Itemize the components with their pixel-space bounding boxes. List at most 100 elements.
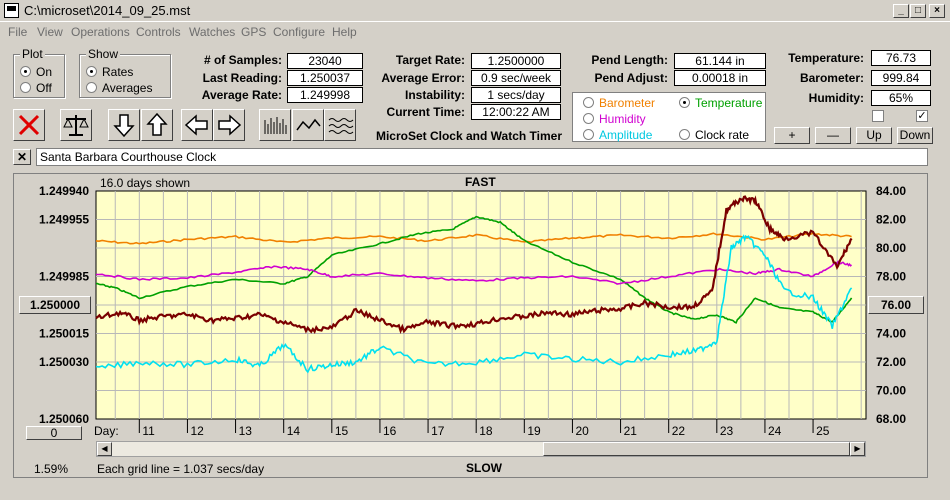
show-group: Show Rates Averages	[79, 47, 171, 98]
day-tick-label: 13	[239, 424, 253, 438]
amplitude-series-line	[95, 234, 853, 374]
menu-view[interactable]: View	[37, 25, 63, 39]
right-tick-label: 74.00	[876, 327, 906, 341]
show-rates-radio[interactable]: Rates	[86, 65, 133, 79]
bar-graph-icon	[264, 117, 287, 134]
average-error-label: Average Error:	[381, 71, 465, 85]
plot-off-radio[interactable]: Off	[20, 81, 52, 95]
samples-value: 23040	[287, 53, 363, 69]
show-averages-radio[interactable]: Averages	[86, 81, 152, 95]
menu-file[interactable]: File	[8, 25, 28, 39]
current-time-value: 12:00:22 AM	[471, 104, 561, 120]
overlay-clockrate-radio[interactable]: Clock rate	[679, 128, 749, 142]
clock-name-input[interactable]: Santa Barbara Courthouse Clock	[36, 148, 928, 166]
day-tick-label: 15	[335, 424, 349, 438]
menu-bar: File View Operations Controls Watches GP…	[0, 22, 950, 42]
arrow-left-button[interactable]	[181, 109, 213, 141]
wave-icon	[328, 118, 354, 134]
close-window-button[interactable]: ×	[929, 4, 945, 18]
maximize-button[interactable]: □	[910, 4, 926, 18]
barometer-series-line	[95, 232, 852, 245]
offset-button[interactable]: 0	[26, 426, 82, 440]
clear-button[interactable]	[13, 109, 45, 141]
wave-view-button[interactable]	[324, 109, 356, 141]
fast-label: FAST	[465, 175, 496, 189]
menu-watches[interactable]: Watches	[189, 25, 236, 39]
overlay-barometer-radio[interactable]: Barometer	[583, 96, 655, 110]
right-value-box[interactable]: 76.00	[868, 296, 924, 314]
target-rate-value[interactable]: 1.2500000	[471, 53, 561, 69]
day-tick-label: 14	[287, 424, 301, 438]
left-tick-label: 1.249985	[39, 270, 89, 284]
scroll-thumb[interactable]	[543, 442, 850, 456]
minimize-button[interactable]: _	[893, 4, 909, 18]
day-tick-label: 22	[672, 424, 686, 438]
barometer-value: 999.84	[871, 70, 931, 86]
last-reading-label: Last Reading:	[202, 71, 282, 85]
day-tick-label: 12	[190, 424, 204, 438]
menu-controls[interactable]: Controls	[136, 25, 181, 39]
day-tick-label: 11	[142, 424, 155, 438]
arrow-left-icon	[184, 114, 208, 136]
chart-scrollbar[interactable]: ◀ ▶	[96, 441, 866, 457]
left-tick-label: 1.250060	[39, 412, 89, 426]
scale-plus-button[interactable]: +	[774, 127, 810, 144]
menu-operations[interactable]: Operations	[71, 25, 130, 39]
menu-configure[interactable]: Configure	[273, 25, 326, 39]
right-tick-label: 70.00	[876, 384, 906, 398]
barometer-label: Barometer:	[799, 71, 864, 85]
day-tick-label: 19	[527, 424, 541, 438]
option-checkbox-2[interactable]: ✓	[916, 110, 928, 122]
temperature-value: 76.73	[871, 50, 931, 66]
scroll-left-arrow[interactable]: ◀	[97, 442, 112, 456]
target-rate-label: Target Rate:	[395, 53, 465, 67]
bars-view-button[interactable]	[259, 109, 291, 141]
instability-value: 1 secs/day	[471, 87, 561, 103]
overlay-temperature-radio[interactable]: Temperature	[679, 96, 762, 110]
percent-label: 1.59%	[34, 462, 69, 476]
scale-up-button[interactable]: Up	[856, 127, 892, 144]
plot-group-title: Plot	[20, 47, 45, 61]
humidity-value: 65%	[871, 90, 931, 106]
right-tick-label: 80.00	[876, 241, 906, 255]
slow-label: SLOW	[466, 461, 502, 475]
arrow-right-button[interactable]	[213, 109, 245, 141]
menu-help[interactable]: Help	[332, 25, 357, 39]
arrow-down-icon	[113, 114, 135, 138]
left-tick-label: 1.249940	[39, 184, 89, 198]
balance-button[interactable]	[60, 109, 92, 141]
scroll-right-arrow[interactable]: ▶	[850, 442, 865, 456]
left-tick-label: 1.250015	[39, 327, 89, 341]
overlay-humidity-radio[interactable]: Humidity	[583, 112, 646, 126]
app-caption: MicroSet Clock and Watch Timer	[375, 129, 562, 143]
pend-length-value[interactable]: 61.144 in	[674, 53, 766, 69]
instability-label: Instability:	[404, 88, 465, 102]
menu-gps[interactable]: GPS	[241, 25, 267, 39]
overlay-amplitude-radio[interactable]: Amplitude	[583, 128, 652, 142]
app-icon	[4, 3, 19, 18]
window-title: C:\microset\2014_09_25.mst	[24, 3, 191, 18]
scale-minus-button[interactable]: —	[815, 127, 851, 144]
scale-down-button[interactable]: Down	[897, 127, 933, 144]
days-shown-label: 16.0 days shown	[100, 176, 191, 190]
day-tick-label: 24	[768, 424, 782, 438]
arrow-down-button[interactable]	[108, 109, 140, 141]
right-tick-label: 78.00	[876, 270, 906, 284]
right-tick-label: 68.00	[876, 412, 906, 426]
left-value-box[interactable]: 1.250000	[19, 296, 91, 314]
title-bar: C:\microset\2014_09_25.mst _ □ ×	[0, 0, 950, 22]
plot-group: Plot On Off	[13, 47, 65, 98]
plot-on-radio[interactable]: On	[20, 65, 52, 79]
day-tick-label: 23	[720, 424, 734, 438]
right-tick-label: 82.00	[876, 213, 906, 227]
line-view-button[interactable]	[292, 109, 324, 141]
average-rate-label: Average Rate:	[201, 88, 282, 102]
clear-name-button[interactable]: ✕	[13, 149, 31, 165]
line-graph-icon	[296, 118, 321, 131]
balance-icon	[63, 115, 89, 136]
option-checkbox-1[interactable]	[872, 110, 884, 122]
current-time-label: Current Time:	[386, 105, 465, 119]
arrow-up-icon	[146, 112, 168, 136]
arrow-up-button[interactable]	[141, 109, 173, 141]
